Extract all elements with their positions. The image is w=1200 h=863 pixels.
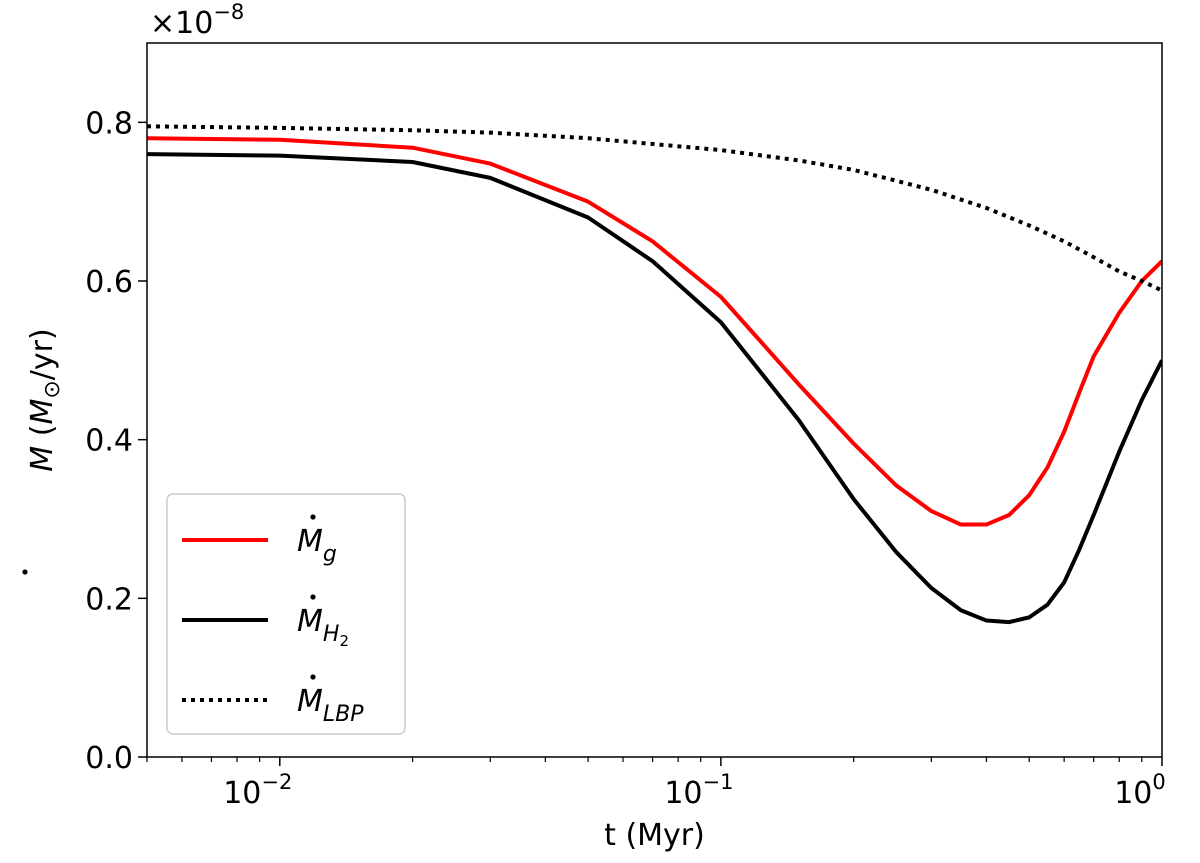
legend-label-m-lbp: MLBP — [297, 684, 364, 727]
series-line-m-h2 — [147, 152, 1162, 625]
plot-frame — [146, 42, 1163, 758]
y-label-dot — [22, 569, 28, 575]
legend-dot — [310, 514, 316, 520]
axes: 10−2 10−1 100 0.0 0.2 0.4 0.6 0.8 ×10−8 t (Myr) M … — [22, 0, 1166, 853]
y-multiplier-label: ×10−8 — [150, 0, 244, 41]
x-tick-label: 10−1 — [664, 770, 733, 811]
legend-label-m-g: Mg — [297, 524, 337, 567]
legend-dot — [310, 674, 316, 680]
x-axis-label: t (Myr) — [604, 818, 705, 853]
x-tick-label: 10−2 — [223, 770, 292, 811]
x-tick-label: 100 — [1114, 770, 1166, 811]
y-axis-label: M (M⊙/yr) — [25, 328, 65, 471]
y-tick-label: 0.6 — [85, 265, 133, 300]
legend-dot — [310, 594, 316, 600]
y-tick-label: 0.8 — [85, 106, 133, 141]
y-tick-label: 0.2 — [85, 582, 133, 617]
series-line-m-g — [147, 136, 1162, 527]
y-tick-label: 0.4 — [85, 424, 133, 459]
legend-label-m-h2: MH2 — [297, 604, 349, 650]
legend-box — [166, 493, 406, 735]
series-line-m-lbp — [147, 124, 1162, 293]
legend: Mg MH2 MLBP — [166, 493, 406, 735]
y-tick-label: 0.0 — [85, 741, 133, 776]
plot-area — [147, 124, 1162, 625]
